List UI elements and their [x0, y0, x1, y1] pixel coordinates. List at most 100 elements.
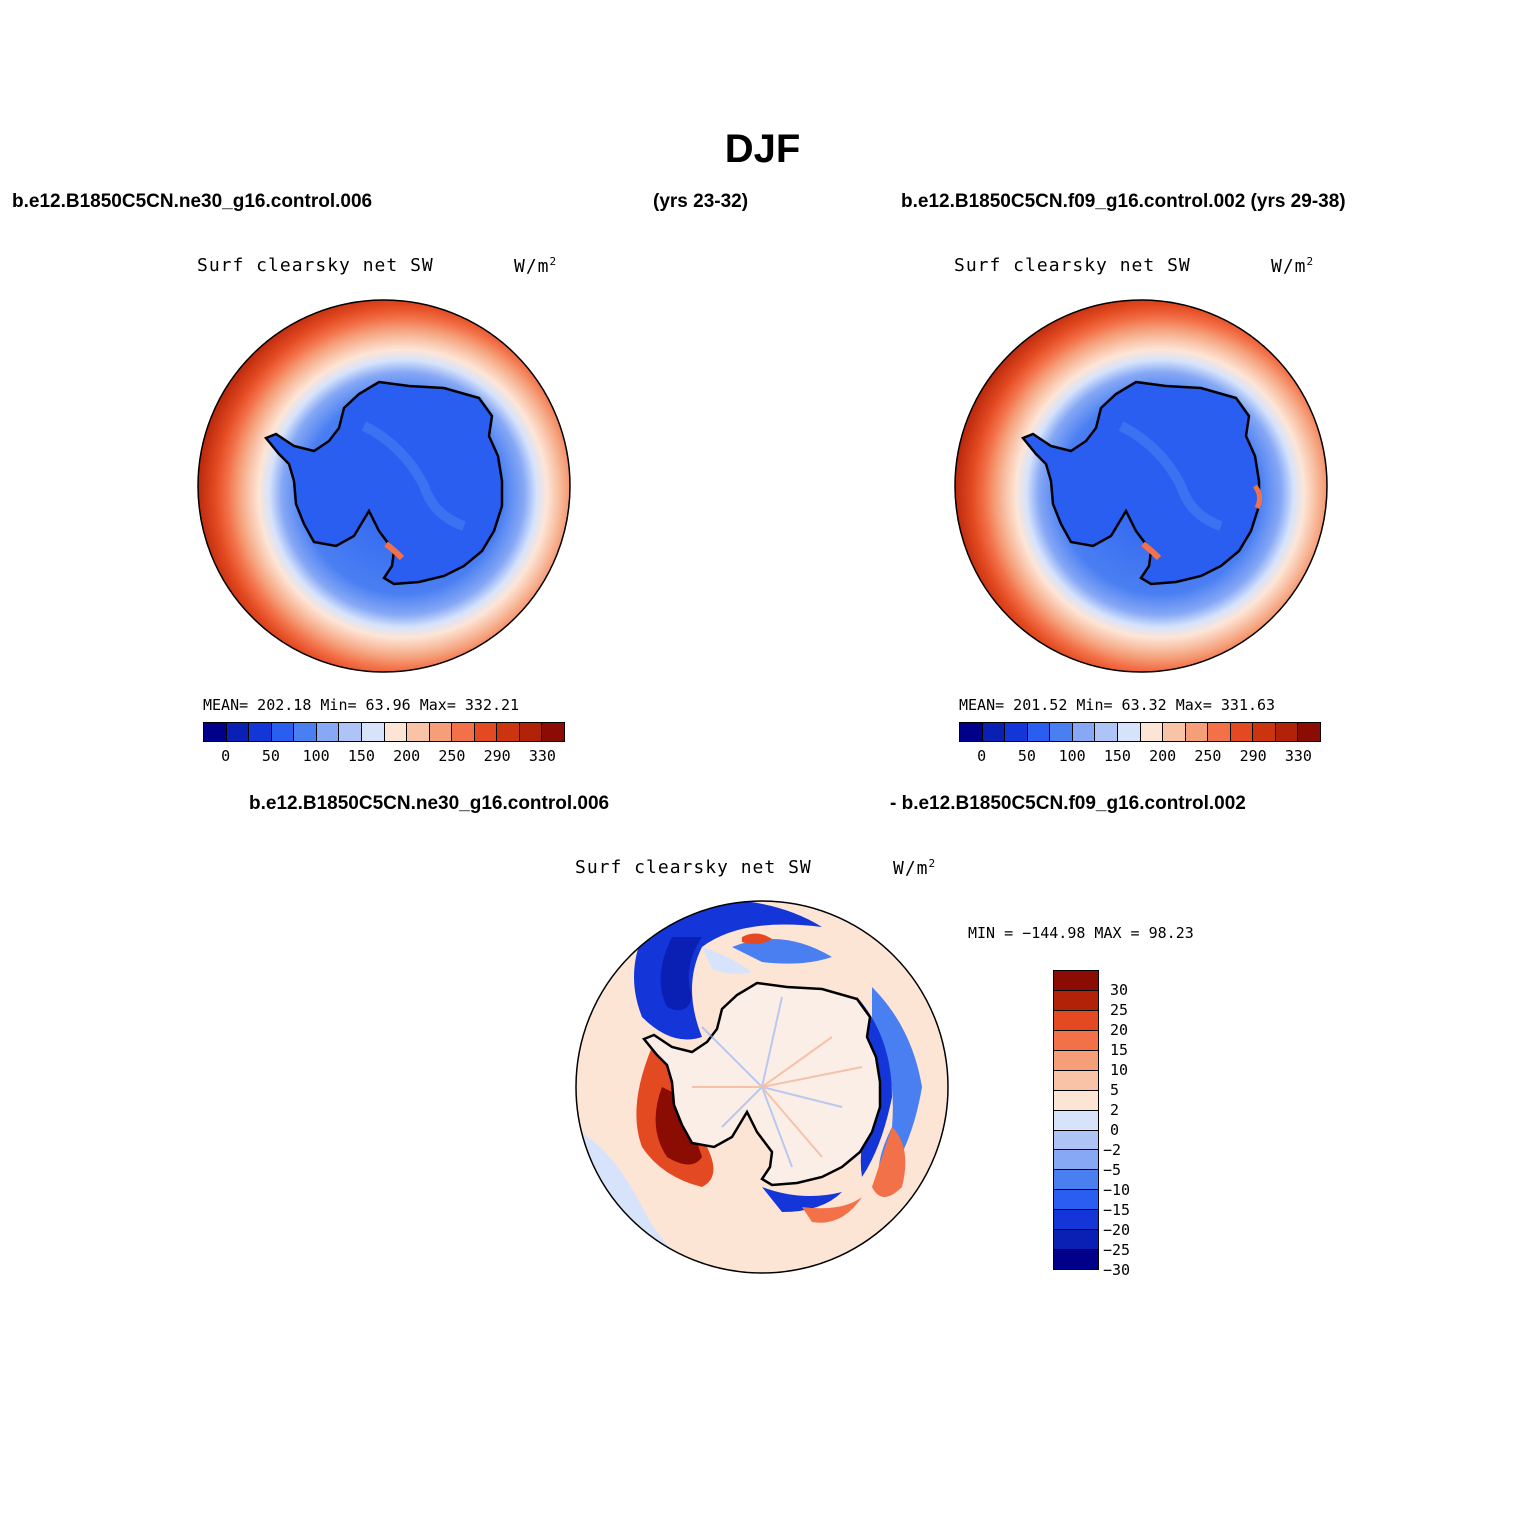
colorbar-swatch [1005, 723, 1028, 741]
colorbar-swatch [271, 723, 295, 741]
colorbar-swatch [1140, 723, 1164, 741]
colorbar-swatch [1054, 1070, 1098, 1091]
colorbar-label: 0 [1110, 1121, 1120, 1139]
colorbar-swatch [497, 723, 520, 741]
colorbar-swatch [294, 723, 317, 741]
panel2-units: W/m2 [1271, 255, 1315, 277]
diff-label-b: - b.e12.B1850C5CN.f09_g16.control.002 [890, 793, 1246, 814]
colorbar-swatch [1253, 723, 1276, 741]
colorbar-swatch [384, 723, 408, 741]
colorbar-swatch [339, 723, 362, 741]
colorbar-swatch [407, 723, 430, 741]
colorbar-tick-label: 250 [1194, 747, 1222, 765]
colorbar-label: −30 [1103, 1261, 1131, 1279]
panel2-map [954, 299, 1328, 673]
colorbar-tick-label: 100 [1058, 747, 1086, 765]
colorbar-swatch [1230, 723, 1254, 741]
colorbar-label: −10 [1103, 1181, 1131, 1199]
colorbar-swatch [1050, 723, 1073, 741]
diff-title: Surf clearsky net SW [575, 857, 812, 878]
panel2-stats: MEAN= 201.52 Min= 63.32 Max= 331.63 [959, 696, 1276, 714]
colorbar-swatch [226, 723, 250, 741]
case-b-label: b.e12.B1850C5CN.f09_g16.control.002 (yrs… [901, 191, 1346, 212]
colorbar-tick-label: 0 [221, 747, 231, 765]
diff-colorbar [1053, 970, 1099, 1270]
colorbar-swatch [1054, 1110, 1098, 1131]
colorbar-swatch [1275, 723, 1299, 741]
panel1-title: Surf clearsky net SW [197, 255, 434, 276]
colorbar-swatch [1054, 1190, 1098, 1211]
diff-label-a: b.e12.B1850C5CN.ne30_g16.control.006 [249, 793, 610, 814]
colorbar-swatch [1298, 723, 1320, 741]
colorbar-label: 5 [1110, 1081, 1120, 1099]
case-a-label: b.e12.B1850C5CN.ne30_g16.control.006 [12, 191, 373, 212]
colorbar-tick-label: 290 [483, 747, 511, 765]
colorbar-swatch [1054, 1170, 1098, 1191]
colorbar-swatch [982, 723, 1006, 741]
panel1-units: W/m2 [514, 255, 558, 277]
colorbar-tick-label: 330 [1284, 747, 1312, 765]
colorbar-label: −5 [1103, 1161, 1122, 1179]
colorbar-label: −15 [1103, 1201, 1131, 1219]
case-a-years: (yrs 23-32) [653, 191, 749, 212]
colorbar-swatch [474, 723, 498, 741]
colorbar-swatch [452, 723, 475, 741]
colorbar-swatch [1185, 723, 1209, 741]
colorbar-label: 15 [1110, 1041, 1129, 1059]
panel2-colorbar [959, 722, 1321, 742]
colorbar-label: 10 [1110, 1061, 1129, 1079]
colorbar-swatch [1163, 723, 1186, 741]
colorbar-tick-label: 150 [347, 747, 375, 765]
colorbar-swatch [1054, 1150, 1098, 1171]
colorbar-tick-label: 330 [528, 747, 556, 765]
colorbar-tick-label: 290 [1239, 747, 1267, 765]
colorbar-label: −20 [1103, 1221, 1131, 1239]
colorbar-tick-label: 50 [261, 747, 280, 765]
colorbar-label: 25 [1110, 1001, 1129, 1019]
colorbar-swatch [1054, 1030, 1098, 1051]
colorbar-swatch [249, 723, 272, 741]
colorbar-tick-label: 250 [438, 747, 466, 765]
colorbar-label: 2 [1110, 1101, 1120, 1119]
colorbar-tick-label: 50 [1017, 747, 1036, 765]
colorbar-tick-label: 0 [977, 747, 987, 765]
colorbar-swatch [1054, 1230, 1098, 1251]
colorbar-swatch [204, 723, 227, 741]
panel2-title: Surf clearsky net SW [954, 255, 1191, 276]
colorbar-swatch [1054, 990, 1098, 1011]
colorbar-label: −25 [1103, 1241, 1131, 1259]
diff-stats: MIN = −144.98 MAX = 98.23 [968, 924, 1194, 942]
panel1-colorbar [203, 722, 565, 742]
panel1-stats: MEAN= 202.18 Min= 63.96 Max= 332.21 [203, 696, 520, 714]
colorbar-swatch [1054, 1050, 1098, 1071]
diff-units: W/m2 [893, 857, 937, 879]
colorbar-swatch [1054, 1130, 1098, 1151]
colorbar-label: 30 [1110, 981, 1129, 999]
colorbar-label: 20 [1110, 1021, 1129, 1039]
colorbar-swatch [1054, 1250, 1098, 1270]
colorbar-swatch [1027, 723, 1051, 741]
colorbar-swatch [1072, 723, 1096, 741]
colorbar-swatch [542, 723, 564, 741]
colorbar-tick-label: 200 [393, 747, 421, 765]
panel1-map [197, 299, 571, 673]
antarctica-outline [263, 380, 504, 586]
figure-title: DJF [724, 127, 801, 171]
colorbar-swatch [1054, 971, 1098, 991]
colorbar-swatch [361, 723, 385, 741]
colorbar-swatch [316, 723, 340, 741]
colorbar-swatch [519, 723, 543, 741]
colorbar-swatch [1054, 1210, 1098, 1231]
colorbar-swatch [1208, 723, 1231, 741]
colorbar-swatch [1054, 1090, 1098, 1111]
colorbar-swatch [429, 723, 453, 741]
colorbar-tick-label: 100 [302, 747, 330, 765]
colorbar-tick-label: 200 [1149, 747, 1177, 765]
diff-map [575, 900, 949, 1274]
antarctica-outline [1020, 380, 1261, 586]
colorbar-swatch [1095, 723, 1118, 741]
colorbar-label: −2 [1103, 1141, 1122, 1159]
colorbar-swatch [1117, 723, 1141, 741]
colorbar-swatch [1054, 1010, 1098, 1031]
colorbar-swatch [960, 723, 983, 741]
